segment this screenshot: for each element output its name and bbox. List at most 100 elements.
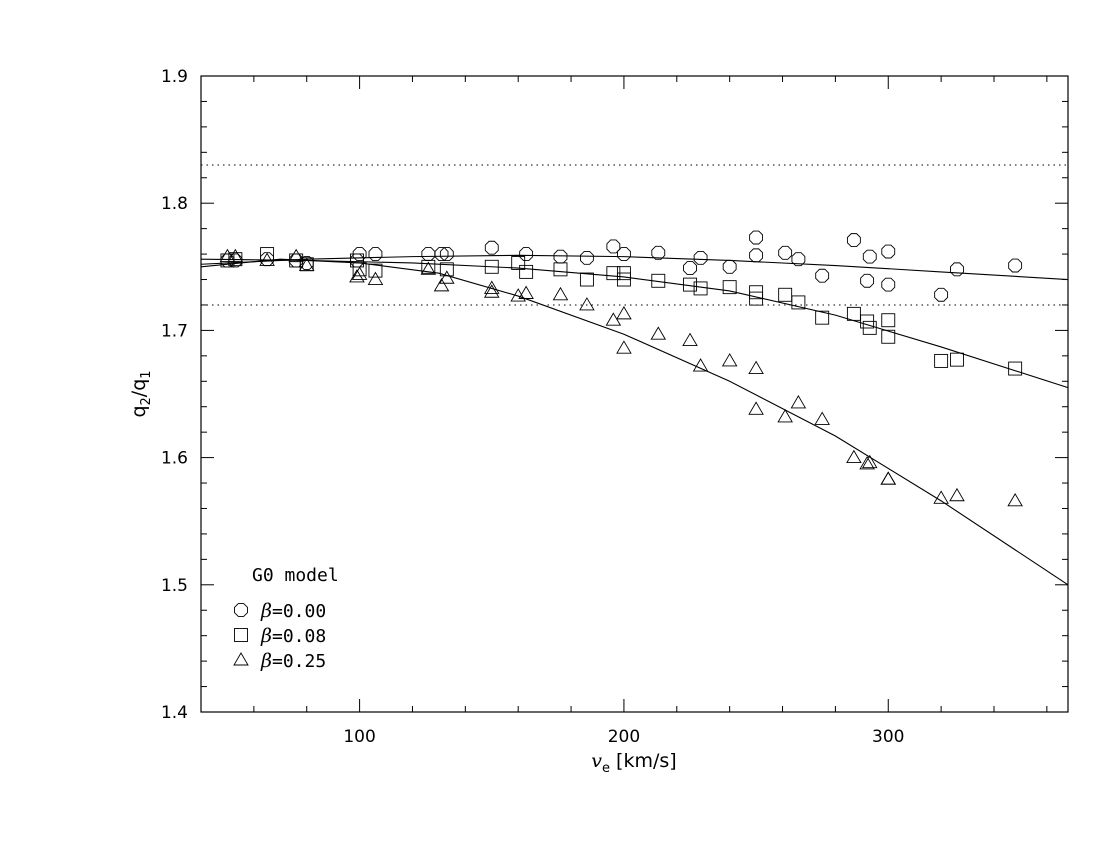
triangle-marker	[748, 401, 764, 415]
triangle-marker	[650, 326, 667, 340]
y-tick-label: 1.9	[161, 67, 188, 87]
circle-marker	[791, 252, 806, 267]
square-marker	[846, 306, 861, 321]
square-marker	[368, 263, 383, 278]
legend-triangle-marker	[233, 652, 249, 666]
triangle-marker	[420, 261, 437, 275]
square-marker	[350, 253, 364, 268]
square-marker	[352, 262, 367, 277]
circle-marker	[749, 248, 764, 263]
square-marker	[950, 352, 964, 367]
square-marker	[862, 320, 877, 335]
square-marker	[579, 272, 594, 287]
circle-marker	[860, 273, 875, 288]
square-marker	[934, 353, 949, 368]
triangle-marker	[288, 248, 304, 263]
triangle-marker	[367, 271, 384, 285]
triangle-marker	[579, 297, 595, 311]
y-tick-label: 1.4	[161, 703, 188, 723]
circle-marker	[950, 262, 964, 277]
square-marker	[722, 280, 737, 295]
square-marker	[881, 313, 896, 328]
data-markers	[219, 230, 1023, 507]
circle-marker	[651, 245, 666, 260]
triangle-marker	[349, 269, 365, 283]
circle-marker	[881, 277, 896, 292]
plot-frame	[200, 75, 1069, 713]
circle-marker	[683, 261, 697, 275]
square-marker	[749, 285, 764, 300]
triangle-marker	[682, 332, 698, 347]
triangle-marker	[777, 409, 793, 423]
x-tick-label: 100	[343, 727, 375, 747]
triangle-marker	[859, 456, 875, 470]
y-tick-label: 1.5	[161, 576, 188, 596]
circle-marker	[553, 249, 568, 264]
legend-title: G0 model	[252, 565, 339, 586]
triangle-marker	[552, 286, 569, 301]
y-tick-label: 1.8	[161, 194, 188, 214]
fit-curves	[200, 254, 1069, 586]
circle-marker	[260, 252, 274, 267]
triangle-marker	[518, 285, 534, 299]
square-marker	[260, 247, 275, 262]
triangle-marker	[1007, 492, 1023, 507]
legend-entry-label: β=0.00	[260, 600, 326, 622]
square-marker	[815, 310, 830, 325]
square-marker	[693, 281, 708, 296]
legend-circle-marker	[234, 603, 248, 617]
triangle-marker	[483, 280, 500, 294]
square-marker	[484, 259, 499, 274]
square-marker	[778, 287, 793, 302]
triangle-marker	[483, 284, 500, 298]
triangle-marker	[259, 252, 275, 266]
triangle-marker	[433, 277, 450, 292]
circle-marker	[484, 240, 499, 255]
square-marker	[1008, 361, 1023, 376]
circle-marker	[749, 230, 764, 245]
circle-marker	[352, 247, 367, 261]
legend-entry-label: β=0.25	[260, 650, 326, 672]
square-marker	[683, 277, 697, 292]
reference-lines	[201, 164, 1068, 306]
circle-marker	[439, 247, 454, 261]
triangle-marker	[298, 257, 315, 271]
triangle-marker	[880, 471, 897, 485]
square-marker	[519, 264, 534, 279]
y-axis-label: q2/q1	[128, 370, 154, 417]
legend-square-marker	[234, 628, 248, 642]
x-tick-label: 200	[608, 727, 640, 747]
square-marker	[421, 259, 436, 274]
axis-ticks	[200, 75, 1068, 713]
triangle-marker	[790, 395, 807, 409]
square-marker	[881, 329, 896, 344]
triangle-marker	[351, 266, 368, 280]
circle-marker	[881, 244, 896, 259]
circle-fit-curve	[200, 254, 1069, 281]
triangle-marker	[692, 358, 709, 372]
square-fit-curve	[200, 258, 1069, 389]
y-tick-label: 1.7	[161, 321, 188, 341]
triangle-marker	[616, 305, 632, 320]
square-marker	[439, 262, 454, 277]
legend: G0 model β=0.00 β=0.08 β=0.25	[233, 565, 339, 672]
circle-marker	[580, 250, 594, 265]
circle-marker	[1008, 258, 1023, 273]
triangle-marker	[227, 248, 244, 263]
triangle-marker	[510, 288, 526, 302]
circle-marker	[519, 247, 534, 261]
square-marker	[651, 273, 666, 288]
circle-marker	[815, 268, 830, 283]
square-marker	[553, 262, 568, 277]
legend-entry-label: β=0.08	[260, 625, 326, 647]
triangle-marker	[616, 340, 632, 354]
triangle-fit-curve	[200, 258, 1069, 586]
circle-marker	[846, 233, 861, 248]
triangle-marker	[861, 454, 878, 469]
circle-marker	[606, 239, 621, 254]
y-tick-label: 1.6	[161, 449, 188, 469]
triangle-marker	[949, 487, 965, 502]
square-marker	[228, 252, 243, 267]
triangle-marker	[721, 353, 738, 367]
